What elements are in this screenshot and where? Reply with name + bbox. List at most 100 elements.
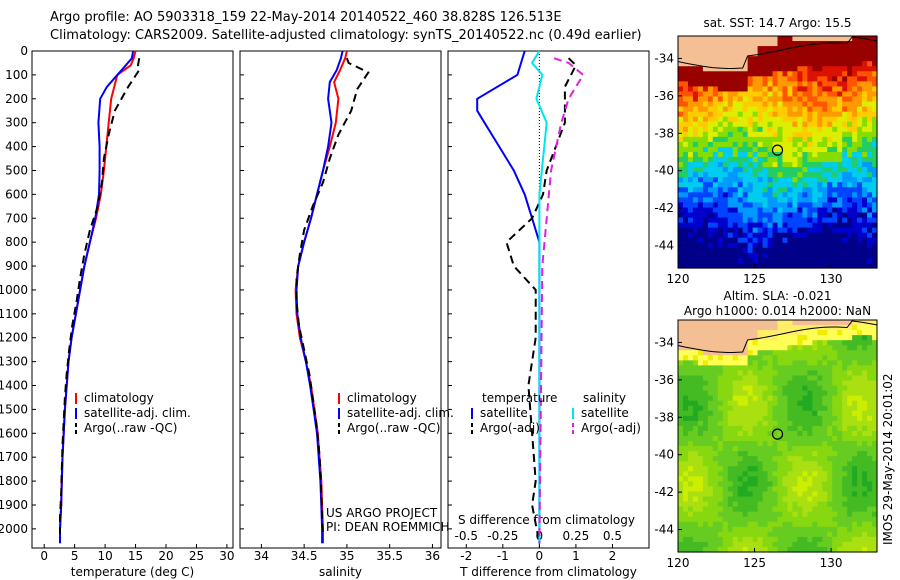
map-cell — [687, 197, 694, 204]
map-cell — [777, 390, 784, 397]
map-cell — [707, 425, 714, 432]
map-cell — [847, 471, 853, 477]
map-cell — [867, 96, 873, 103]
map-cell — [832, 461, 838, 467]
map-cell — [757, 56, 764, 62]
map-cell — [857, 415, 863, 422]
map-cell — [732, 177, 739, 183]
map-cell — [822, 247, 828, 254]
map-cell — [797, 365, 803, 372]
map-cell — [847, 536, 853, 543]
map-cell — [777, 385, 784, 392]
map-cell — [712, 36, 719, 42]
map-cell — [712, 177, 719, 183]
map-cell — [867, 162, 873, 168]
map-cell — [797, 461, 803, 467]
map-cell — [732, 237, 739, 244]
map-cell — [857, 192, 863, 198]
map-cell — [847, 187, 853, 193]
map-cell — [707, 320, 714, 326]
map-cell — [678, 36, 684, 42]
map-cell — [867, 182, 873, 188]
sla-lat-tick-label: -34 — [654, 335, 674, 349]
map-cell — [787, 541, 794, 548]
sla-lat-tick-label: -44 — [654, 523, 674, 537]
map-cell — [872, 121, 878, 128]
map-cell — [832, 355, 838, 361]
map-cell — [722, 546, 729, 553]
map-cell — [717, 192, 724, 198]
map-cell — [832, 177, 838, 183]
map-cell — [822, 232, 828, 239]
map-cell — [812, 111, 818, 118]
map-cell — [777, 340, 784, 346]
map-cell — [712, 335, 719, 341]
map-cell — [782, 91, 789, 98]
map-cell — [682, 511, 689, 518]
map-cell — [857, 222, 863, 229]
map-cell — [772, 521, 779, 528]
map-cell — [852, 81, 858, 88]
map-cell — [732, 531, 739, 538]
map-cell — [737, 330, 744, 336]
map-cell — [842, 157, 848, 163]
map-cell — [812, 252, 818, 259]
map-cell — [727, 227, 734, 234]
map-cell — [762, 355, 769, 361]
map-cell — [762, 486, 769, 493]
map-cell — [722, 131, 729, 138]
map-cell — [787, 257, 794, 264]
map-cell — [837, 177, 843, 183]
map-cell — [842, 81, 848, 88]
map-cell — [867, 257, 873, 264]
map-cell — [817, 345, 823, 351]
map-cell — [762, 325, 769, 331]
map-cell — [857, 471, 863, 477]
map-cell — [678, 106, 684, 113]
map-cell — [752, 456, 759, 462]
map-cell — [772, 177, 779, 183]
map-cell — [752, 227, 759, 234]
map-cell — [782, 486, 789, 493]
temperature-xlabel: temperature (deg C) — [71, 565, 194, 579]
map-cell — [782, 420, 789, 427]
map-cell — [772, 101, 779, 108]
map-cell — [862, 247, 868, 254]
map-cell — [802, 162, 808, 168]
map-cell — [697, 152, 704, 158]
map-cell — [747, 430, 754, 437]
map-cell — [692, 56, 699, 62]
diff-legend-label: Argo(-adj) — [480, 421, 540, 435]
map-cell — [717, 41, 724, 47]
map-cell — [822, 365, 828, 372]
map-cell — [872, 425, 878, 432]
map-cell — [857, 262, 863, 269]
map-cell — [857, 152, 863, 158]
map-cell — [762, 202, 769, 209]
map-cell — [802, 247, 808, 254]
map-cell — [767, 177, 774, 183]
map-cell — [737, 227, 744, 234]
map-cell — [737, 516, 744, 523]
map-cell — [827, 340, 833, 346]
map-cell — [717, 446, 724, 452]
map-cell — [742, 430, 749, 437]
map-cell — [678, 486, 684, 493]
map-cell — [857, 446, 863, 452]
map-cell — [832, 81, 838, 88]
map-cell — [727, 71, 734, 77]
map-cell — [857, 126, 863, 133]
map-cell — [817, 511, 823, 518]
map-cell — [752, 370, 759, 377]
map-cell — [767, 207, 774, 214]
map-cell — [752, 330, 759, 336]
map-cell — [762, 56, 769, 62]
map-cell — [867, 136, 873, 143]
map-cell — [797, 325, 803, 331]
map-cell — [782, 531, 789, 538]
map-cell — [782, 116, 789, 123]
map-cell — [872, 390, 878, 397]
map-cell — [862, 400, 868, 407]
map-cell — [772, 456, 779, 462]
map-cell — [787, 385, 794, 392]
